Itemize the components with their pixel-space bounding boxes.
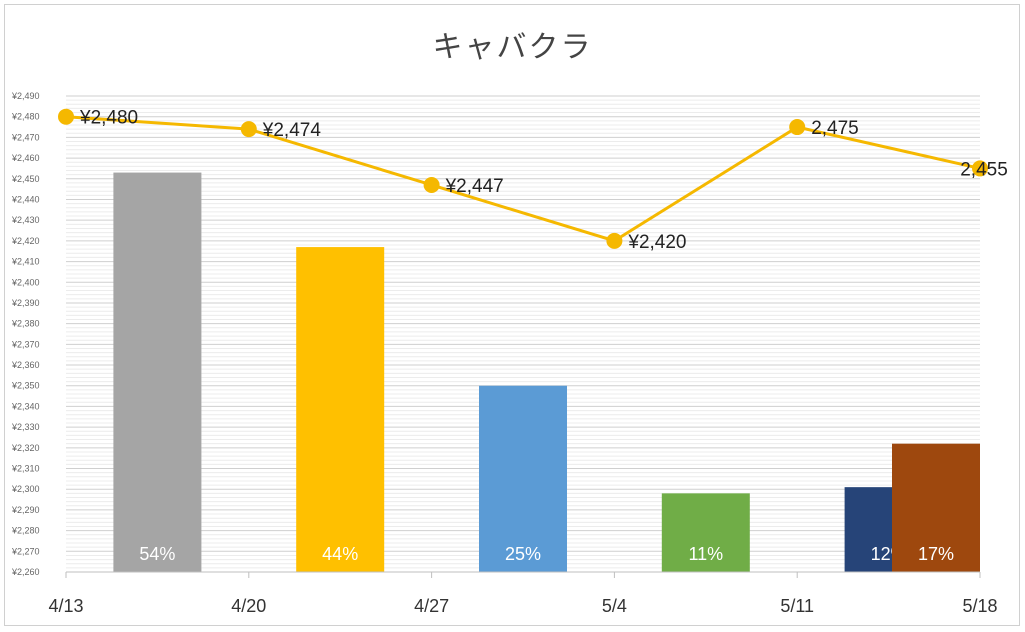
line-point (606, 232, 623, 249)
line-point (423, 176, 440, 193)
y-tick-label: ¥2,380 (11, 319, 40, 329)
y-tick-label: ¥2,460 (11, 153, 40, 163)
bar (296, 247, 385, 573)
y-tick-label: ¥2,430 (11, 215, 40, 225)
bar (113, 172, 202, 572)
y-tick-label: ¥2,480 (11, 112, 40, 122)
line-path (65, 115, 981, 243)
line-data-label: 2,475 (811, 118, 859, 139)
y-tick-label: ¥2,390 (11, 298, 40, 308)
y-tick-label: ¥2,370 (11, 339, 40, 349)
y-tick-label: ¥2,310 (11, 464, 40, 474)
x-tick-label: 5/11 (780, 596, 814, 616)
y-tick-label: ¥2,440 (11, 194, 40, 204)
x-tick-label: 4/20 (231, 596, 266, 616)
x-tick-label: 5/18 (962, 596, 997, 616)
line-point (58, 108, 74, 125)
x-axis: 4/13 4/20 4/27 5/4 5/11 5/18 (48, 571, 998, 616)
y-tick-label: ¥2,340 (11, 401, 40, 411)
y-tick-label: ¥2,270 (11, 546, 40, 556)
y-tick-label: ¥2,360 (11, 360, 40, 370)
bar-data-label: 17% (918, 544, 954, 564)
line-point (240, 121, 257, 138)
y-axis: ¥2,260 ¥2,270 ¥2,280 ¥2,290 ¥2,300 ¥2,310 ¥2,3… (11, 91, 40, 577)
bar-data-label: 44% (322, 544, 358, 564)
line-data-label: 2,455 (960, 159, 1008, 180)
y-tick-label: ¥2,410 (11, 257, 40, 267)
bar-series: 54% 44% 25% 11% 12% 17% (113, 172, 980, 573)
x-tick-label: 4/27 (414, 596, 449, 616)
line-point (972, 160, 988, 177)
y-tick-label: ¥2,490 (11, 91, 40, 101)
y-tick-label: ¥2,350 (11, 381, 40, 391)
bar-data-label: 54% (139, 544, 175, 564)
line-data-label: ¥2,474 (262, 120, 322, 141)
chart-title: キャバクラ (432, 30, 593, 65)
y-tick-label: ¥2,330 (11, 422, 40, 432)
y-tick-label: ¥2,290 (11, 505, 40, 515)
bar-data-label: 25% (505, 544, 541, 564)
line-series: ¥2,480 ¥2,474 ¥2,447 ¥2,420 2,475 2,455 (58, 108, 1008, 253)
y-tick-label: ¥2,260 (11, 567, 40, 577)
y-tick-label: ¥2,450 (11, 174, 40, 184)
y-tick-label: ¥2,300 (11, 484, 40, 494)
y-tick-label: ¥2,420 (11, 236, 40, 246)
line-point (789, 119, 806, 136)
bar (892, 443, 980, 572)
line-data-label: ¥2,447 (445, 176, 504, 197)
bar-data-label: 11% (688, 544, 723, 564)
line-data-label: ¥2,480 (79, 108, 138, 129)
bar (661, 493, 750, 572)
y-tick-label: ¥2,400 (11, 277, 40, 287)
y-tick-label: ¥2,280 (11, 526, 40, 536)
y-tick-label: ¥2,470 (11, 132, 40, 142)
x-tick-label: 4/13 (48, 596, 83, 616)
bar (479, 385, 567, 572)
y-tick-label: ¥2,320 (11, 443, 40, 453)
line-data-label: ¥2,420 (627, 232, 686, 253)
x-tick-label: 5/4 (602, 596, 627, 616)
